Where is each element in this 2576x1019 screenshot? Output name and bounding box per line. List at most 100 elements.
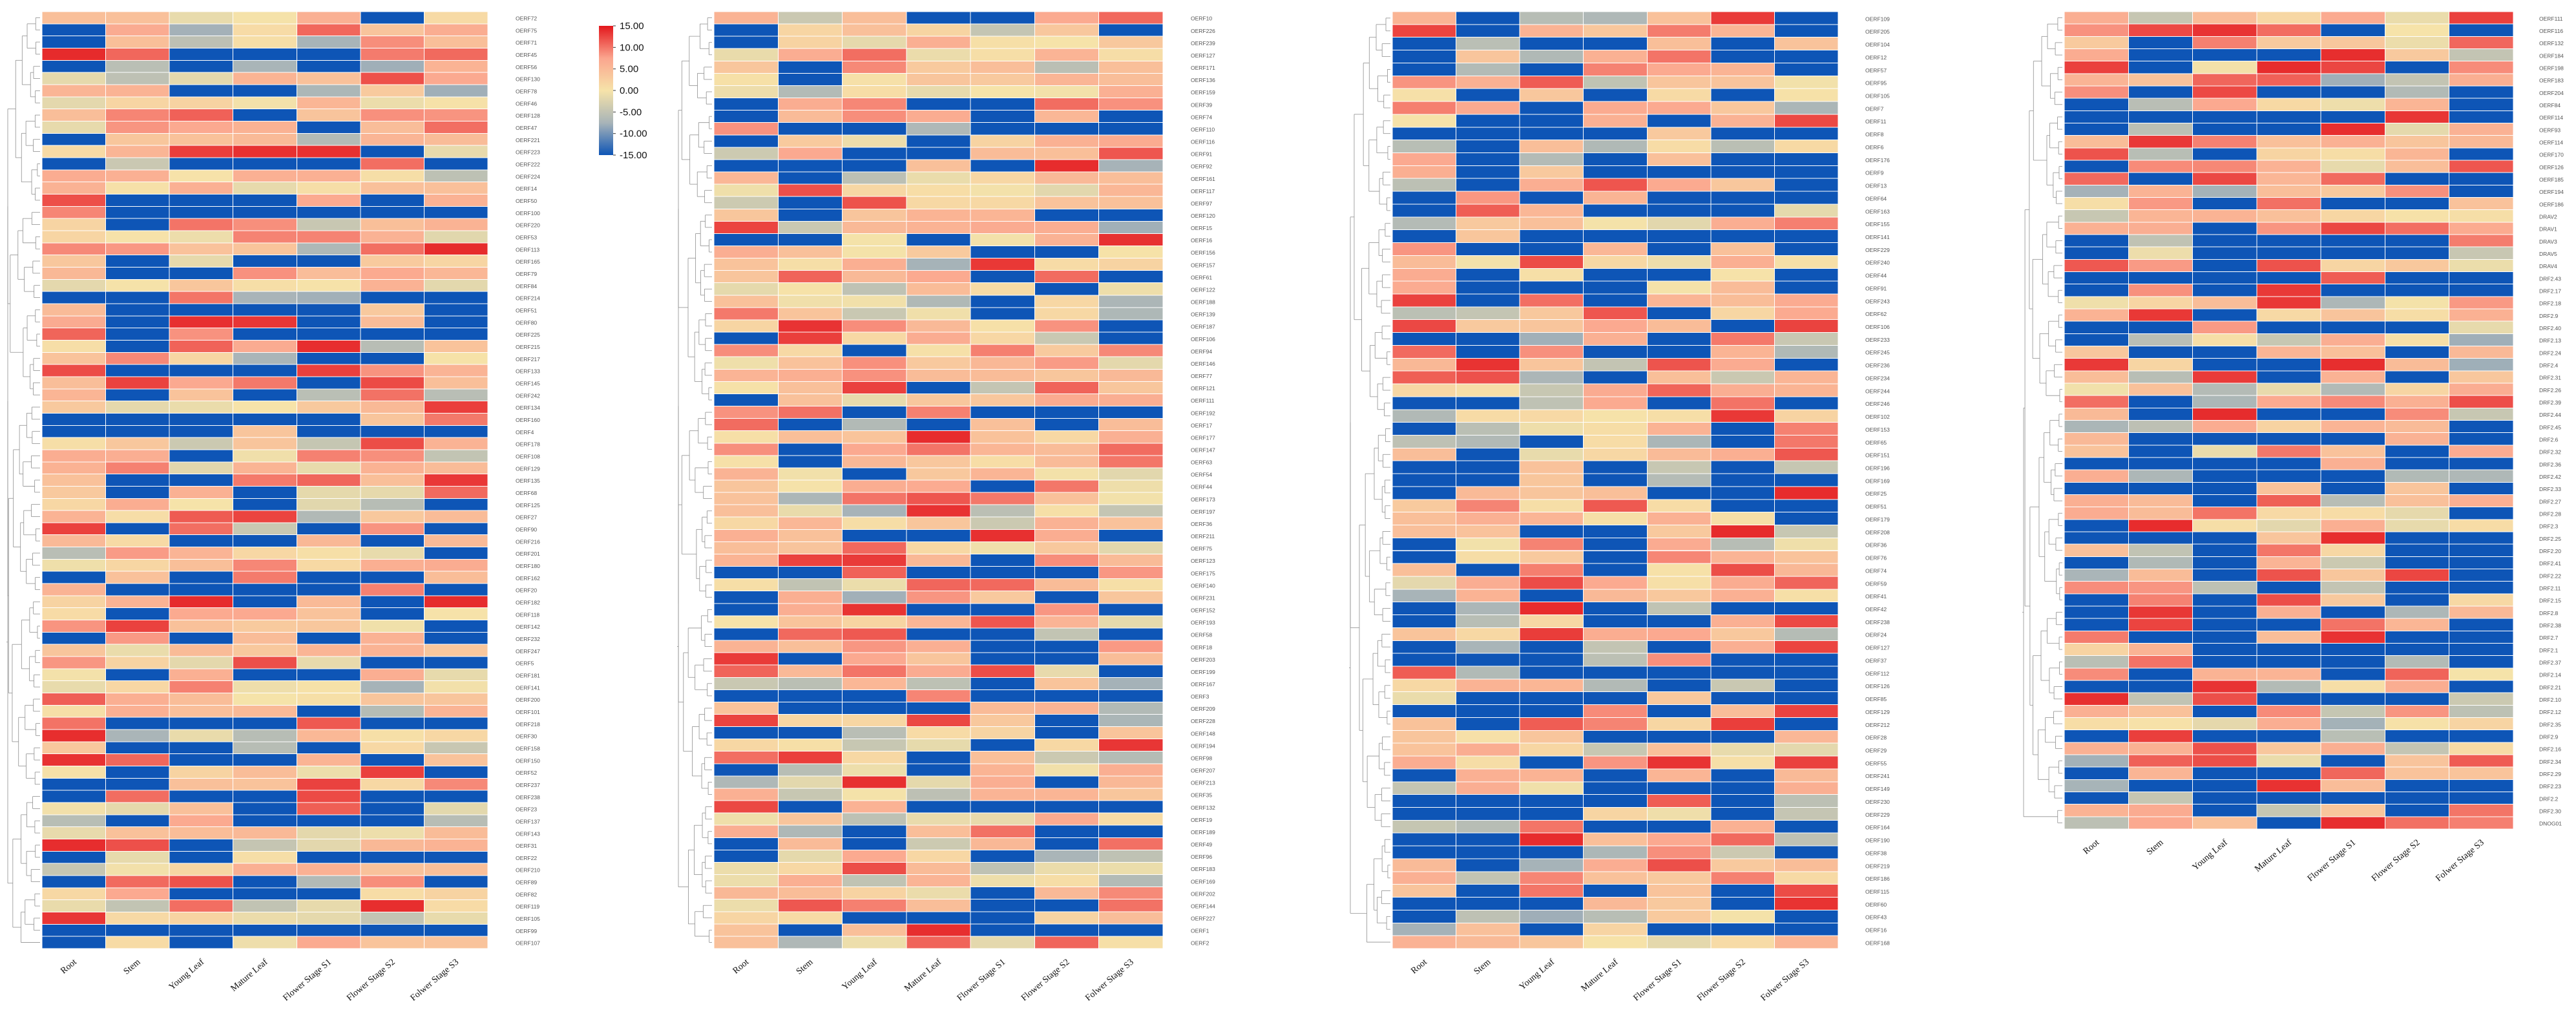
heat-cell xyxy=(105,376,170,390)
heat-cell xyxy=(1034,258,1100,271)
heat-cell xyxy=(360,303,424,317)
heat-cell xyxy=(1774,909,1839,923)
heat-cell xyxy=(169,412,234,426)
heat-cell xyxy=(1392,666,1457,680)
heat-cell xyxy=(105,84,170,98)
row-label: DRF2.45 xyxy=(2539,424,2561,430)
heat-cell xyxy=(169,96,234,110)
row-label: OERF221 xyxy=(516,137,540,143)
heat-cell xyxy=(1034,147,1100,160)
heat-cell xyxy=(296,315,361,329)
heat-cell xyxy=(970,430,1035,444)
row-label: DRF2.3 xyxy=(2539,523,2559,530)
row-label: OERF82 xyxy=(516,891,537,898)
heat-cell xyxy=(1392,935,1457,949)
heat-cell xyxy=(2128,792,2194,805)
heat-cell xyxy=(1034,270,1100,284)
heat-cell xyxy=(1710,704,1775,718)
heat-cell xyxy=(777,258,843,271)
row-label: OERF230 xyxy=(1865,799,1890,805)
heat-cell xyxy=(970,714,1035,728)
heat-cell xyxy=(1392,319,1457,333)
heat-cell xyxy=(360,839,424,852)
heat-cell xyxy=(2320,407,2385,421)
heat-cell xyxy=(1583,306,1648,320)
row-label: OERF205 xyxy=(1865,28,1890,35)
heat-cell xyxy=(360,826,424,840)
heat-cell xyxy=(1774,434,1839,448)
heat-cell xyxy=(1583,819,1648,834)
heat-cell xyxy=(842,85,907,99)
heat-cell xyxy=(1710,127,1775,141)
heat-cell xyxy=(169,777,234,791)
heat-cell xyxy=(713,603,779,616)
heat-cell xyxy=(713,246,779,259)
heat-cell xyxy=(970,110,1035,123)
heat-cell xyxy=(41,863,107,876)
heat-cell xyxy=(1583,344,1648,359)
row-label: OERF84 xyxy=(2539,102,2560,109)
heat-cell xyxy=(1519,640,1584,654)
heat-cell xyxy=(1583,525,1648,538)
heat-cell xyxy=(1646,127,1712,141)
heat-cell xyxy=(1710,383,1775,397)
heat-cell xyxy=(2384,420,2450,434)
heat-cell xyxy=(713,615,779,629)
heat-cell xyxy=(360,485,424,499)
heat-cell xyxy=(777,307,843,320)
heat-cell xyxy=(842,775,907,789)
heat-cell xyxy=(842,295,907,308)
heat-cell xyxy=(1519,627,1584,641)
heat-cell xyxy=(2064,494,2129,508)
heat-cell xyxy=(1392,730,1457,744)
heat-cell xyxy=(105,59,170,73)
row-label: DRF2.9 xyxy=(2539,733,2559,740)
heat-cell xyxy=(1710,653,1775,667)
legend-tick-label: -15.00 xyxy=(620,150,647,161)
heat-cell xyxy=(842,541,907,554)
heat-cell xyxy=(233,412,297,426)
heat-cell xyxy=(2449,655,2514,669)
legend-tick-label: 5.00 xyxy=(620,64,638,75)
heat-cell xyxy=(1710,447,1775,461)
heat-cell xyxy=(970,566,1035,580)
heat-cell xyxy=(842,504,907,518)
heat-cell xyxy=(2320,519,2385,532)
heat-cell xyxy=(713,887,779,900)
heat-cell xyxy=(1098,714,1164,728)
heat-cell xyxy=(1034,504,1100,518)
heat-cell xyxy=(777,714,843,728)
heat-cell xyxy=(2449,160,2514,173)
heat-cell xyxy=(1583,909,1648,923)
heat-cell xyxy=(1646,909,1712,923)
heat-cell xyxy=(1098,837,1164,850)
heat-cell xyxy=(906,714,971,728)
heat-cell xyxy=(1710,858,1775,872)
heat-cell xyxy=(360,620,424,633)
row-label: OERF212 xyxy=(1865,722,1890,728)
heat-cell xyxy=(1392,370,1457,384)
heat-cell xyxy=(842,171,907,185)
heat-cell xyxy=(2064,172,2129,185)
heat-cell xyxy=(169,36,234,48)
heat-cell xyxy=(1519,293,1584,308)
row-label: OERF171 xyxy=(1191,65,1215,71)
heat-cell xyxy=(713,122,779,136)
heat-cell xyxy=(233,59,297,73)
heat-cell xyxy=(1392,37,1457,51)
heat-cell xyxy=(2384,569,2450,582)
row-label: OERF214 xyxy=(516,295,540,302)
heat-cell xyxy=(713,800,779,814)
heat-cell xyxy=(1519,280,1584,295)
heat-cell xyxy=(233,912,297,925)
heat-cell xyxy=(1456,704,1520,718)
heat-cell xyxy=(296,437,361,450)
heat-cell xyxy=(777,11,843,25)
heat-cell xyxy=(906,812,971,826)
heat-cell xyxy=(2320,234,2385,247)
heat-cell xyxy=(1774,114,1839,128)
heat-cell xyxy=(1710,640,1775,654)
heat-cell xyxy=(2320,494,2385,508)
row-label: OERF79 xyxy=(516,271,537,277)
heat-cell xyxy=(1583,640,1648,654)
